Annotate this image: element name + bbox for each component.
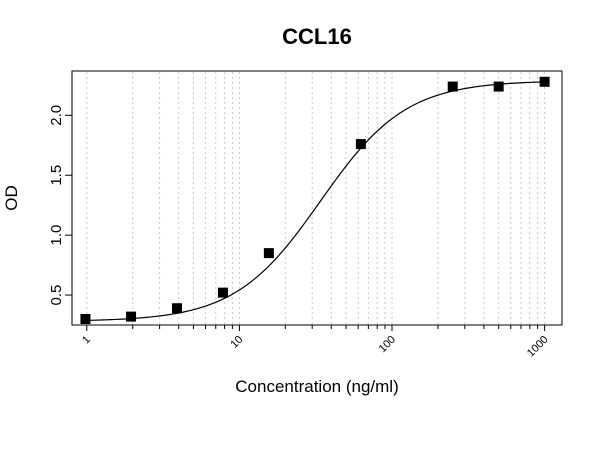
data-point <box>80 314 91 325</box>
plot-frame <box>71 70 563 326</box>
fit-curve <box>85 81 545 322</box>
y-axis-label: OD <box>2 185 21 211</box>
data-markers <box>80 76 550 325</box>
y-axis: 0.5 1.0 1.5 2.0 <box>48 105 72 306</box>
y-tick-label: 1.0 <box>48 225 65 246</box>
y-tick-label: 2.0 <box>48 105 65 126</box>
data-point <box>126 311 137 322</box>
x-tick-label: 100 <box>377 334 398 355</box>
data-point <box>355 139 366 150</box>
x-tick-label: 1 <box>80 334 93 347</box>
data-point <box>171 303 182 314</box>
x-tick-label: 1000 <box>525 334 551 360</box>
data-point <box>263 248 274 259</box>
chart-title: CCL16 <box>282 24 352 49</box>
x-tick-label: 10 <box>228 334 245 351</box>
x-axis-label: Concentration (ng/ml) <box>235 377 398 396</box>
data-point <box>539 76 550 87</box>
data-point <box>447 81 458 92</box>
data-point <box>493 81 504 92</box>
grid-lines <box>86 72 546 324</box>
x-axis: 1 10 100 1000 <box>80 325 551 359</box>
y-tick-label: 0.5 <box>48 285 65 306</box>
data-point <box>217 287 228 298</box>
y-tick-label: 1.5 <box>48 165 65 186</box>
